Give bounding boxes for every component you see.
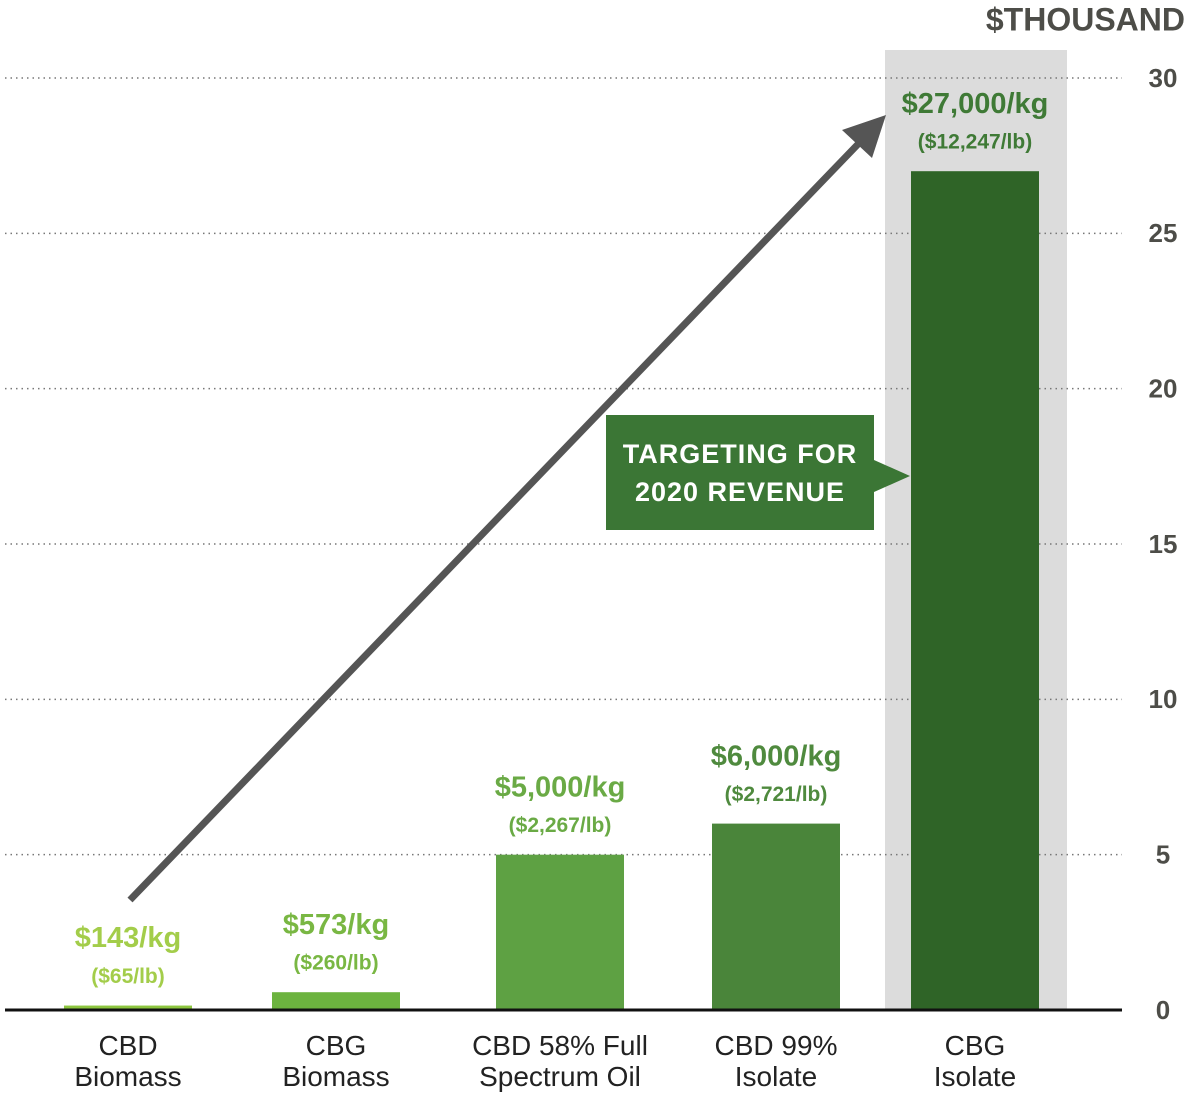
y-tick-label: 25 xyxy=(1149,218,1178,248)
per-lb-label: ($260/lb) xyxy=(293,952,378,975)
value-label: $143/kg xyxy=(75,922,181,954)
y-tick-label: 0 xyxy=(1156,995,1170,1025)
bar xyxy=(272,992,400,1010)
x-tick-label: CBG Isolate xyxy=(933,1030,1017,1092)
y-tick-label: 15 xyxy=(1149,529,1178,559)
y-tick-label: 10 xyxy=(1149,684,1178,714)
bar xyxy=(64,1005,192,1010)
x-tick-label: CBD Biomass xyxy=(74,1030,182,1092)
per-lb-label: ($65/lb) xyxy=(91,965,165,988)
per-lb-label: ($12,247/lb) xyxy=(918,131,1032,154)
y-tick-label: 20 xyxy=(1149,374,1178,404)
value-label: $573/kg xyxy=(283,909,389,941)
value-label: $6,000/kg xyxy=(711,740,842,772)
bar xyxy=(911,171,1039,1010)
x-tick-label: CBD 58% Full Spectrum Oil xyxy=(472,1030,648,1092)
y-tick-label: 5 xyxy=(1156,840,1170,870)
x-tick-label: CBD 99% Isolate xyxy=(714,1030,838,1092)
y-tick-label: 30 xyxy=(1149,63,1178,93)
arrow-head xyxy=(842,115,886,158)
annotation: TARGETING FOR 2020 REVENUE xyxy=(606,415,874,530)
value-label: $27,000/kg xyxy=(902,88,1049,120)
bar xyxy=(712,823,840,1010)
annotation-pointer xyxy=(874,460,910,492)
per-lb-label: ($2,267/lb) xyxy=(509,814,612,837)
per-lb-label: ($2,721/lb) xyxy=(725,783,828,806)
x-tick-label: CBG Biomass xyxy=(282,1030,390,1092)
trend-arrow xyxy=(127,137,865,903)
y-axis-label: $THOUSAND xyxy=(986,1,1185,37)
value-label: $5,000/kg xyxy=(495,771,626,803)
bar xyxy=(496,854,624,1010)
